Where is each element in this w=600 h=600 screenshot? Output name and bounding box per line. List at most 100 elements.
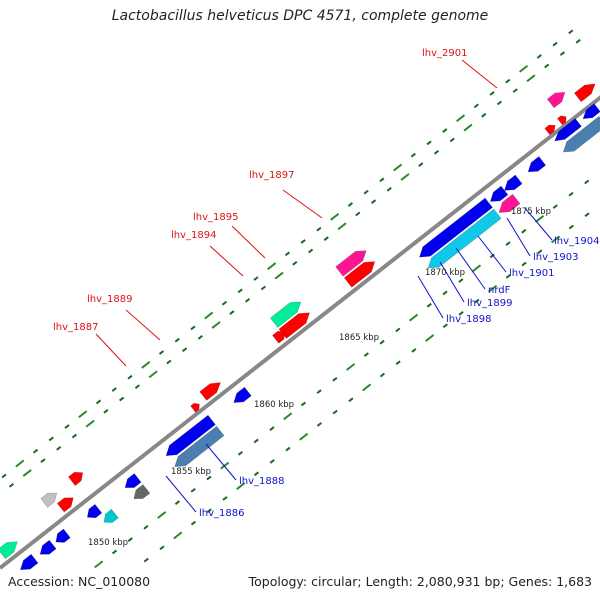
tick-mark <box>584 212 590 218</box>
tick-mark <box>157 511 167 519</box>
gene-arrow <box>498 193 521 213</box>
tick-mark <box>449 137 455 143</box>
tick-mark <box>127 537 133 542</box>
label-connector <box>125 309 161 341</box>
gene-label: lhv_1895 <box>193 212 238 223</box>
tick-mark <box>253 276 259 281</box>
tick-mark <box>274 271 284 280</box>
tick-mark <box>220 461 230 470</box>
tick-mark <box>536 54 542 59</box>
gene-label: lhv_2901 <box>422 48 467 59</box>
label-connector <box>282 189 323 219</box>
scale-label: 1865 kbp <box>339 333 379 343</box>
tick-mark <box>458 311 464 316</box>
backbone-line <box>0 95 600 570</box>
gene-arrow <box>278 312 310 339</box>
tick-mark <box>299 432 309 441</box>
tick-mark <box>222 496 228 501</box>
gene-arrow <box>419 197 493 258</box>
tick-mark <box>505 78 511 84</box>
gene-arrow <box>269 301 302 328</box>
tick-mark <box>148 370 158 379</box>
tick-mark <box>221 300 228 306</box>
gene-arrow <box>343 261 376 288</box>
tick-mark <box>300 239 306 244</box>
tick-mark <box>307 248 314 254</box>
gene-arrow <box>272 330 286 344</box>
tick-mark <box>71 433 78 439</box>
tick-mark <box>253 438 259 444</box>
tick-mark <box>332 409 338 415</box>
tick-mark <box>463 123 473 132</box>
gene-label: lhv_1886 <box>199 508 244 519</box>
gene-label: lhv_1899 <box>467 298 512 309</box>
tick-mark <box>521 261 527 267</box>
tick-mark <box>48 436 54 442</box>
tick-mark <box>442 290 448 296</box>
tick-mark <box>521 228 527 234</box>
label-connector <box>95 333 127 367</box>
tick-mark <box>316 422 323 427</box>
tick-mark <box>505 241 511 246</box>
gene-labels: 1850 kbp 1855 kbp 1860 kbp 1865 kbp 1870 kbp… <box>53 48 599 548</box>
tick-mark <box>379 339 385 345</box>
tick-mark <box>22 469 32 477</box>
tick-mark <box>32 448 39 454</box>
gene-arrow <box>504 174 523 191</box>
tick-mark <box>418 162 424 167</box>
gene-arrow <box>582 103 600 120</box>
gene-arrow <box>19 553 39 571</box>
gene-arrow <box>527 156 547 173</box>
tick-mark <box>519 64 529 73</box>
tick-mark <box>211 321 221 329</box>
tick-mark <box>190 520 197 526</box>
gene-arrow <box>554 118 582 142</box>
tick-mark <box>568 191 574 197</box>
tick-mark <box>393 163 403 172</box>
tick-mark <box>267 262 277 271</box>
tick-mark <box>505 274 511 279</box>
label-connector <box>524 207 553 241</box>
tick-mark <box>330 212 340 221</box>
gene-arrow <box>56 497 74 513</box>
tick-mark <box>537 249 543 255</box>
label-connector <box>461 59 498 89</box>
gene-arrow <box>544 124 556 136</box>
tick-mark <box>489 91 495 96</box>
label-connector <box>417 275 444 319</box>
label-connector <box>231 225 266 259</box>
tick-mark <box>236 482 246 490</box>
tick-mark <box>166 359 172 365</box>
tick-mark <box>269 426 275 431</box>
tick-mark <box>197 334 203 340</box>
tick-mark <box>489 253 495 259</box>
gene-arrow <box>233 386 252 403</box>
tick-mark <box>190 487 196 493</box>
gene-arrow <box>40 492 58 508</box>
tick-mark <box>285 446 291 452</box>
tick-mark <box>245 297 251 303</box>
tick-mark <box>64 424 70 429</box>
tick-mark <box>1 473 7 479</box>
tick-mark <box>472 264 482 273</box>
gene-arrow <box>0 541 18 560</box>
tick-mark <box>337 222 347 231</box>
tick-mark <box>559 51 566 56</box>
tick-mark <box>15 459 25 468</box>
tick-mark <box>456 114 466 123</box>
tick-mark <box>229 310 235 315</box>
figure-title: Lactobacillus helveticus DPC 4571, compl… <box>111 8 489 24</box>
label-connectors <box>95 59 553 513</box>
accession-label: Accession: NC_010080 <box>8 574 151 589</box>
label-connector <box>209 245 244 277</box>
gene-arrow <box>103 508 119 523</box>
tick-mark <box>568 224 574 230</box>
tick-mark <box>379 177 385 183</box>
gene-arrow <box>165 414 216 457</box>
tick-mark <box>526 74 536 83</box>
gene-arrow <box>39 539 57 555</box>
scale-label: 1875 kbp <box>511 207 551 217</box>
gene-label: lhv_1903 <box>533 252 578 263</box>
tick-mark <box>512 88 518 93</box>
